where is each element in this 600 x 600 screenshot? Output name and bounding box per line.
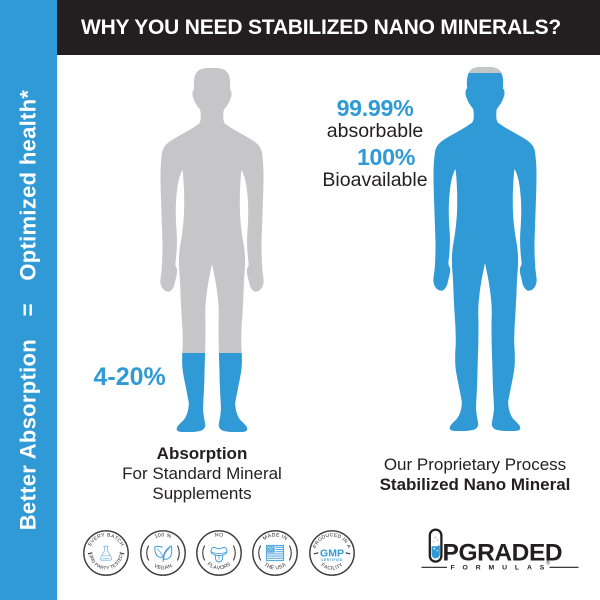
svg-text:H: H bbox=[118, 541, 125, 547]
svg-text:A: A bbox=[212, 564, 217, 571]
svg-text:I: I bbox=[334, 565, 337, 571]
svg-text:0: 0 bbox=[161, 532, 164, 538]
svg-text:U: U bbox=[325, 533, 330, 540]
svg-text:P: P bbox=[94, 562, 100, 568]
svg-text:Y: Y bbox=[101, 532, 106, 539]
svg-text:T: T bbox=[116, 559, 122, 564]
svg-text:L: L bbox=[332, 565, 336, 571]
svg-text:S: S bbox=[225, 561, 232, 568]
svg-text:%: % bbox=[165, 533, 172, 540]
svg-text:E: E bbox=[87, 541, 94, 547]
svg-text:S: S bbox=[114, 561, 120, 567]
svg-text:O: O bbox=[219, 565, 224, 572]
svg-text:FORMULAS: FORMULAS bbox=[451, 564, 553, 571]
svg-text:O: O bbox=[316, 536, 323, 543]
svg-text:®: ® bbox=[546, 560, 550, 567]
svg-text:E: E bbox=[117, 557, 123, 562]
svg-text:I: I bbox=[330, 566, 332, 572]
svg-text:A: A bbox=[110, 533, 116, 540]
svg-text:P: P bbox=[312, 543, 319, 549]
svg-text:N: N bbox=[282, 535, 289, 542]
svg-text:Y: Y bbox=[106, 565, 111, 570]
svg-text:F: F bbox=[319, 562, 325, 569]
svg-text:A: A bbox=[344, 544, 351, 550]
svg-text:M: M bbox=[262, 535, 269, 542]
svg-text:R: R bbox=[100, 565, 105, 571]
svg-text:D: D bbox=[336, 533, 342, 540]
svg-text:V: V bbox=[216, 565, 220, 571]
svg-text:E: E bbox=[112, 563, 117, 569]
svg-text:C: C bbox=[115, 538, 122, 545]
svg-text:D: D bbox=[272, 532, 276, 538]
svg-text:R: R bbox=[96, 533, 102, 540]
svg-text:T: T bbox=[335, 564, 340, 571]
svg-text:T: T bbox=[113, 535, 119, 542]
svg-text:H: H bbox=[266, 564, 272, 571]
svg-text:E: E bbox=[270, 565, 275, 572]
svg-text:D: D bbox=[90, 559, 96, 565]
svg-text:0: 0 bbox=[157, 532, 161, 538]
svg-text:A: A bbox=[164, 565, 169, 572]
svg-text:A: A bbox=[96, 563, 102, 569]
svg-text:D: D bbox=[320, 534, 326, 541]
svg-text:E: E bbox=[93, 535, 100, 542]
svg-text:F: F bbox=[205, 561, 211, 568]
svg-text:Y: Y bbox=[338, 562, 345, 569]
svg-text:N: N bbox=[341, 538, 348, 545]
svg-text:N: N bbox=[167, 563, 173, 570]
svg-text:O: O bbox=[218, 532, 223, 538]
svg-text:N: N bbox=[214, 532, 219, 538]
svg-text:D: D bbox=[118, 553, 124, 558]
svg-text:A: A bbox=[281, 562, 288, 569]
svg-text:GMP: GMP bbox=[320, 548, 344, 560]
svg-text:C: C bbox=[326, 565, 331, 572]
svg-text:CERTIFIED: CERTIFIED bbox=[321, 558, 343, 562]
svg-text:U: U bbox=[275, 565, 280, 572]
svg-text:T: T bbox=[103, 565, 106, 570]
svg-text:E: E bbox=[333, 532, 338, 539]
svg-text:L: L bbox=[208, 563, 213, 570]
svg-text:R: R bbox=[313, 540, 320, 547]
svg-text:V: V bbox=[152, 563, 158, 570]
svg-text:I: I bbox=[340, 537, 345, 543]
svg-text:PGRADED: PGRADED bbox=[443, 540, 563, 567]
svg-text:E: E bbox=[156, 565, 161, 572]
svg-text:T: T bbox=[109, 564, 114, 570]
svg-text:E: E bbox=[276, 532, 281, 539]
svg-text:C: C bbox=[329, 532, 333, 538]
svg-text:3: 3 bbox=[88, 554, 93, 558]
svg-text:B: B bbox=[107, 532, 112, 539]
svg-text:V: V bbox=[90, 537, 97, 544]
svg-text:G: G bbox=[160, 565, 164, 571]
svg-text:A: A bbox=[322, 564, 328, 571]
svg-text:1: 1 bbox=[153, 533, 158, 540]
svg-text:T: T bbox=[263, 562, 270, 569]
svg-text:R: R bbox=[222, 563, 228, 570]
svg-text:A: A bbox=[267, 533, 273, 540]
svg-text:I: I bbox=[280, 534, 284, 540]
svg-text:S: S bbox=[278, 564, 284, 571]
svg-text:R: R bbox=[89, 556, 95, 562]
